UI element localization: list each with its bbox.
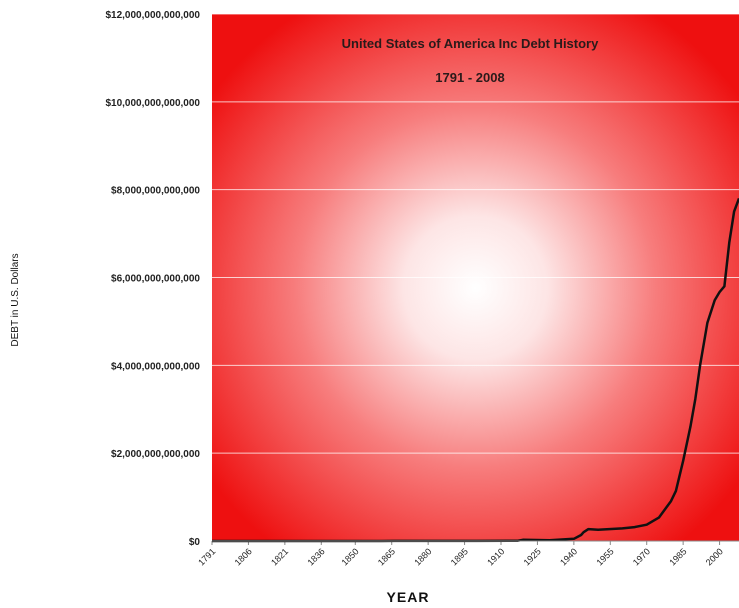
x-tick-label-11: 1955 — [594, 546, 615, 567]
x-tick-label-8: 1910 — [485, 546, 506, 567]
x-tick-label-10: 1940 — [558, 546, 579, 567]
x-tick-label-2: 1821 — [269, 546, 290, 567]
x-axis-ticks: 1791 1806 1821 1836 1850 1865 1880 1895 1910 1925… — [196, 541, 725, 568]
chart-title: United States of America Inc Debt Histor… — [342, 36, 599, 51]
y-tick-label-3: $6,000,000,000,000 — [111, 274, 200, 285]
y-tick-label-4: $8,000,000,000,000 — [111, 186, 200, 197]
y-tick-label-6: $12,000,000,000,000 — [105, 10, 200, 21]
x-tick-label-13: 1985 — [667, 546, 688, 567]
x-tick-label-7: 1895 — [449, 546, 470, 567]
y-tick-label-1: $2,000,000,000,000 — [111, 449, 200, 460]
x-tick-label-1: 1806 — [233, 546, 254, 567]
x-tick-label-9: 1925 — [522, 546, 543, 567]
x-tick-label-5: 1865 — [376, 546, 397, 567]
x-axis-label: YEAR — [387, 589, 430, 605]
gridlines — [212, 13, 739, 454]
y-tick-label-2: $4,000,000,000,000 — [111, 361, 200, 372]
chart-subtitle: 1791 - 2008 — [435, 70, 504, 85]
x-tick-label-6: 1880 — [412, 546, 433, 567]
x-tick-label-12: 1970 — [631, 546, 652, 567]
x-tick-label-3: 1836 — [305, 546, 326, 567]
y-axis-ticks: $0 $2,000,000,000,000 $4,000,000,000,000 $6… — [105, 10, 200, 548]
x-tick-label-0: 1791 — [196, 546, 217, 567]
x-tick-label-4: 1850 — [339, 546, 360, 567]
y-tick-label-0: $0 — [189, 537, 201, 548]
y-axis-label: DEBT in U.S. Dollars — [10, 253, 21, 346]
y-tick-label-5: $10,000,000,000,000 — [105, 98, 200, 109]
x-tick-label-14: 2000 — [704, 546, 725, 567]
